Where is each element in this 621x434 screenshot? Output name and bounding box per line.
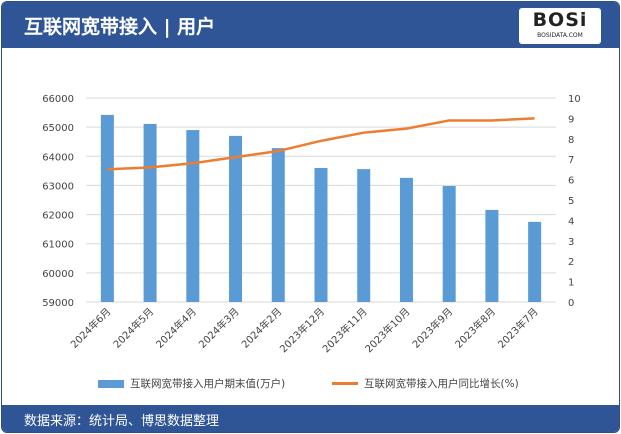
bar [528,221,542,302]
x-tick-label: 2023年10月 [362,305,412,355]
footer-bar: 数据来源：统计局、博思数据整理 [2,405,619,432]
growth-line [107,117,535,171]
x-tick-label: 2023年9月 [409,305,455,351]
x-tick-label: 2023年12月 [277,305,327,355]
y-right-tick-label: 5 [568,196,574,207]
y-left-tick-label: 65000 [42,123,74,134]
bar [314,167,328,302]
y-right-tick-label: 1 [568,278,574,289]
y-left-tick-label: 61000 [42,240,74,251]
combo-chart: 59000 60000 61000 62000 63000 64000 65000 66000… [42,94,581,355]
y-left-tick-label: 59000 [42,298,74,309]
y-left-tick-label: 60000 [42,269,74,280]
x-tick-label: 2023年8月 [452,305,498,351]
bar [271,148,285,302]
bar [186,130,200,302]
legend-swatch-bar [98,379,124,388]
y-left-tick-label: 66000 [42,94,74,105]
y-right-tick-label: 7 [568,155,574,166]
bar [143,123,157,303]
x-tick-label: 2023年7月 [495,305,541,351]
legend-item-bar: 互联网宽带接入用户期末值(万户) [98,376,285,391]
y-right-tick-label: 0 [568,298,574,309]
y-left-tick-label: 63000 [42,181,74,192]
bar [485,209,499,302]
bar [357,169,371,302]
y-right-tick-label: 6 [568,176,574,187]
legend-swatch-line [332,382,358,385]
x-tick-label: 2024年6月 [68,305,114,351]
header-bar: 互联网宽带接入 | 用户 BOSi BOSIDATA.COM [2,2,619,48]
y-right-tick-label: 3 [568,237,574,248]
x-tick-label: 2024年5月 [110,305,156,351]
x-tick-label: 2024年3月 [196,305,242,351]
x-tick-label: 2024年2月 [239,305,285,351]
y-right-tick-label: 8 [568,135,574,146]
bosi-logo: BOSi BOSIDATA.COM [519,8,601,44]
y-right-tick-label: 4 [568,216,574,227]
x-tick-label: 2024年4月 [153,305,199,351]
x-tick-label: 2023年11月 [320,305,370,355]
page-title: 互联网宽带接入 | 用户 [24,16,216,38]
y-left-tick-label: 64000 [42,152,74,163]
y-right-tick-label: 10 [568,94,581,105]
source-note: 数据来源：统计局、博思数据整理 [24,414,220,429]
bar [229,135,243,302]
y-right-tick-label: 9 [568,114,574,125]
bar [100,114,114,302]
bar [399,177,413,302]
y-right-tick-label: 2 [568,257,574,268]
legend-item-line: 互联网宽带接入用户同比增长(%) [332,376,519,391]
bar [442,186,456,302]
y-left-tick-label: 62000 [42,211,74,222]
